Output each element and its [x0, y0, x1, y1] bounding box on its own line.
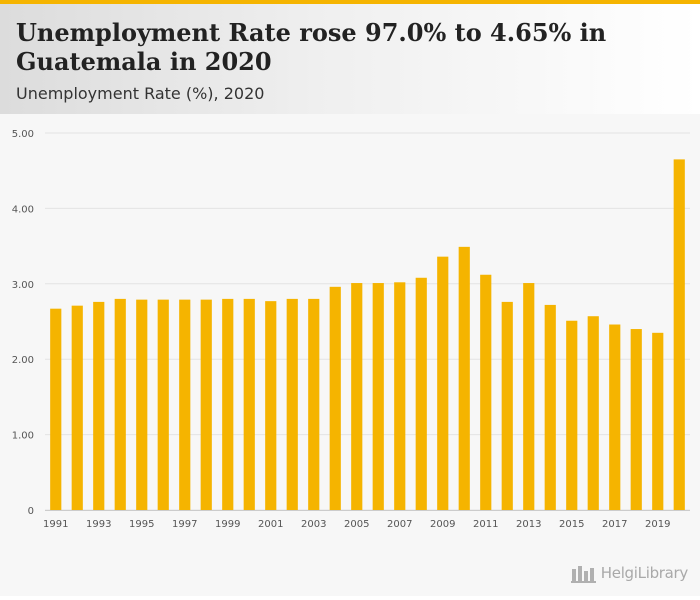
bar [415, 277, 427, 510]
x-tick-label: 1997 [172, 519, 197, 530]
y-tick-label: 0 [28, 506, 34, 517]
bar [652, 332, 664, 510]
x-tick-label: 2003 [301, 519, 326, 530]
bar [372, 283, 384, 510]
bar [71, 305, 83, 510]
x-tick-label: 1999 [215, 519, 240, 530]
x-tick-label: 2001 [258, 519, 283, 530]
bar [394, 282, 406, 510]
bar [480, 274, 492, 510]
x-tick-label: 2009 [430, 519, 455, 530]
chart-area: 0 1.00 2.00 3.00 4.00 5.00 1991 1993 1995 1997 199… [0, 114, 700, 596]
bar [265, 301, 277, 510]
top-accent-bar [0, 0, 700, 4]
bar [157, 299, 169, 510]
x-tick-label: 2013 [516, 519, 541, 530]
bar [200, 299, 212, 510]
bar [630, 329, 642, 510]
x-tick-label: 2007 [387, 519, 412, 530]
bar [351, 283, 363, 510]
library-building-icon [570, 566, 596, 583]
bar [114, 298, 126, 510]
bar [587, 316, 599, 510]
x-tick-label: 1995 [129, 519, 154, 530]
bar [308, 298, 320, 510]
bar [179, 299, 191, 510]
brand-name: HelgiLibrary [600, 564, 689, 582]
chart-title: Unemployment Rate rose 97.0% to 4.65% in… [16, 18, 607, 76]
bar [544, 304, 556, 510]
bar [243, 298, 255, 510]
x-tick-label: 1991 [43, 519, 68, 530]
y-tick-label: 3.00 [12, 280, 34, 291]
bar-chart: 0 1.00 2.00 3.00 4.00 5.00 1991 1993 1995 1997 199… [12, 129, 690, 530]
y-tick-label: 5.00 [12, 129, 34, 140]
chart-subtitle: Unemployment Rate (%), 2020 [16, 84, 265, 103]
y-tick-label: 2.00 [12, 355, 34, 366]
y-tick-label: 1.00 [12, 431, 34, 442]
bar [93, 301, 105, 510]
brand-logo: HelgiLibrary [570, 563, 689, 583]
bar [329, 286, 341, 510]
y-tick-label: 4.00 [12, 204, 34, 215]
x-tick-label: 1993 [86, 519, 111, 530]
bar [566, 320, 578, 510]
x-tick-label: 2015 [559, 519, 584, 530]
bar [609, 324, 621, 510]
bar [222, 298, 234, 510]
bar [501, 301, 513, 510]
bar [673, 159, 685, 510]
bar [50, 308, 62, 510]
x-tick-label: 2017 [602, 519, 627, 530]
chart-header: Unemployment Rate rose 97.0% to 4.65% in… [0, 4, 700, 114]
bar [286, 298, 298, 510]
bar [136, 299, 148, 510]
bar [437, 256, 449, 510]
x-tick-label: 2011 [473, 519, 498, 530]
bar [523, 283, 535, 510]
x-tick-label: 2005 [344, 519, 369, 530]
x-tick-label: 2019 [645, 519, 670, 530]
bar [458, 246, 470, 510]
